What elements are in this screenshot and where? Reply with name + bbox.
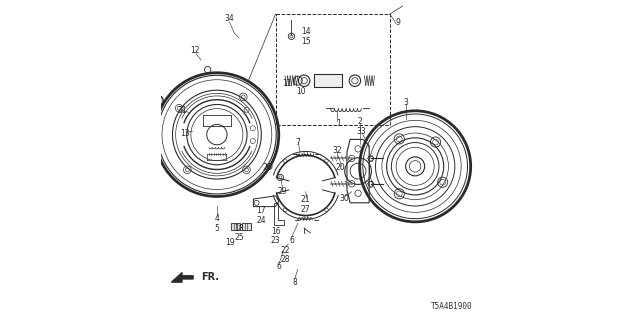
- Bar: [231, 223, 240, 230]
- Text: 32: 32: [333, 146, 342, 155]
- Text: 21: 21: [301, 195, 310, 204]
- Text: 33: 33: [356, 127, 366, 136]
- Text: 3: 3: [403, 99, 408, 108]
- Text: 25: 25: [234, 233, 244, 242]
- Text: 5: 5: [214, 224, 220, 233]
- Bar: [314, 74, 342, 87]
- Text: 29: 29: [277, 187, 287, 196]
- Text: 1: 1: [337, 119, 341, 128]
- Text: 20: 20: [336, 164, 346, 172]
- Text: 15: 15: [301, 36, 310, 45]
- Text: 28: 28: [280, 255, 290, 264]
- Text: 6: 6: [276, 262, 281, 271]
- Text: 4: 4: [214, 214, 220, 223]
- Text: 19: 19: [225, 238, 234, 247]
- Text: 22: 22: [280, 246, 290, 255]
- Text: 23: 23: [271, 236, 280, 245]
- Text: 34: 34: [225, 14, 234, 23]
- Text: 10: 10: [296, 87, 306, 96]
- Text: 14: 14: [301, 27, 310, 36]
- Text: 7: 7: [295, 138, 300, 147]
- Text: 30: 30: [339, 194, 349, 203]
- Text: 12: 12: [190, 46, 200, 55]
- Text: 18: 18: [234, 224, 244, 233]
- Text: 8: 8: [292, 278, 297, 287]
- Text: 9: 9: [396, 18, 400, 27]
- Text: 26: 26: [263, 164, 273, 172]
- Text: 24: 24: [257, 216, 266, 225]
- Text: 16: 16: [271, 227, 280, 236]
- Text: 31: 31: [177, 106, 187, 115]
- Polygon shape: [172, 273, 193, 282]
- Text: 2: 2: [357, 117, 362, 126]
- Text: 11: 11: [282, 79, 291, 88]
- Text: 13: 13: [180, 129, 190, 138]
- Text: T5A4B1900: T5A4B1900: [431, 302, 472, 311]
- Text: 17: 17: [257, 206, 266, 215]
- Circle shape: [153, 96, 163, 106]
- Text: 27: 27: [301, 205, 310, 214]
- Bar: [243, 223, 251, 230]
- Bar: [276, 14, 390, 125]
- Text: FR.: FR.: [201, 272, 219, 282]
- Text: 6: 6: [289, 236, 294, 245]
